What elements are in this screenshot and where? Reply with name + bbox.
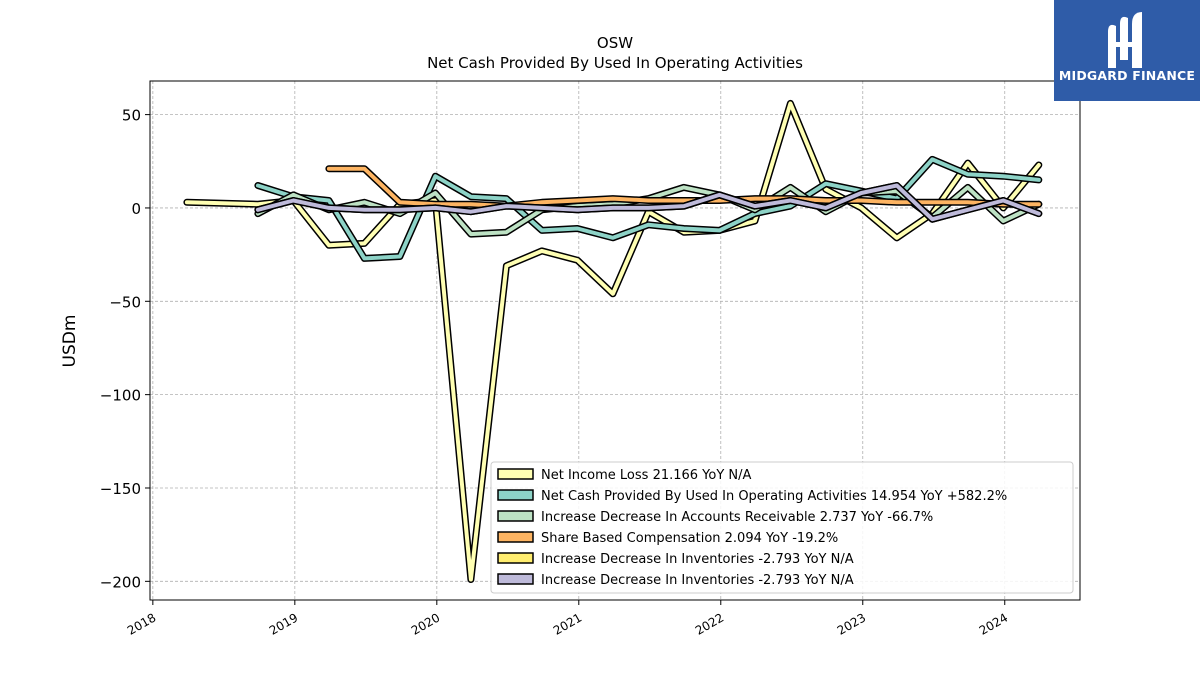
- legend-swatch: [497, 552, 534, 564]
- series-line: [254, 155, 1043, 262]
- series-line: [325, 165, 1043, 210]
- legend-label: Increase Decrease In Inventories -2.793 …: [541, 552, 854, 567]
- y-tick-label: 50: [122, 107, 141, 125]
- x-tick-label: 2020: [409, 610, 442, 637]
- y-tick-label: −100: [100, 387, 141, 405]
- legend-label: Net Cash Provided By Used In Operating A…: [541, 489, 1007, 504]
- y-axis-label: USDm: [60, 315, 80, 368]
- x-tick-label: 2024: [977, 610, 1010, 637]
- legend-swatch: [497, 468, 534, 480]
- x-tick-label: 2019: [267, 610, 300, 637]
- logo-text: MIDGARD FINANCE: [1058, 68, 1196, 83]
- plot-frame: [149, 80, 1081, 601]
- y-tick-label: 0: [131, 200, 141, 218]
- legend-label: Increase Decrease In Inventories -2.793 …: [541, 573, 854, 588]
- chart-title: OSW: [597, 34, 633, 52]
- midgard-finance-logo: MIDGARD FINANCE: [1054, 0, 1200, 101]
- y-tick-label: −150: [100, 480, 141, 498]
- series-line-stroke: [255, 157, 1041, 261]
- y-tick-label: −50: [109, 293, 141, 311]
- legend-swatch: [497, 531, 534, 543]
- x-tick-label: 2018: [125, 610, 158, 637]
- y-axis: 50 0 −50 −100 −150 −200: [100, 107, 150, 591]
- legend-box: [490, 461, 1074, 594]
- y-tick-label: −200: [100, 573, 141, 591]
- logo-mark-icon: [1108, 12, 1142, 68]
- x-tick-label: 2022: [693, 610, 726, 637]
- legend-swatch: [497, 489, 534, 501]
- series-line-stroke: [326, 166, 1041, 209]
- series-line-stroke: [255, 183, 1041, 222]
- legend-label: Net Income Loss 21.166 YoY N/A: [541, 468, 752, 483]
- legend-swatch: [497, 573, 534, 585]
- legend: Net Income Loss 21.166 YoY N/A Net Cash P…: [490, 461, 1074, 594]
- x-axis: 2018 2019 2020 2021 2022 2023 2024: [125, 600, 1010, 638]
- series-lines: [183, 99, 1043, 583]
- series-line: [254, 182, 1043, 223]
- legend-label: Increase Decrease In Accounts Receivable…: [541, 510, 933, 525]
- x-tick-label: 2023: [835, 610, 868, 637]
- x-tick-label: 2021: [551, 610, 584, 637]
- chart-subtitle: Net Cash Provided By Used In Operating A…: [427, 54, 803, 72]
- legend-swatch: [497, 510, 534, 522]
- legend-label: Share Based Compensation 2.094 YoY -19.2…: [541, 531, 838, 546]
